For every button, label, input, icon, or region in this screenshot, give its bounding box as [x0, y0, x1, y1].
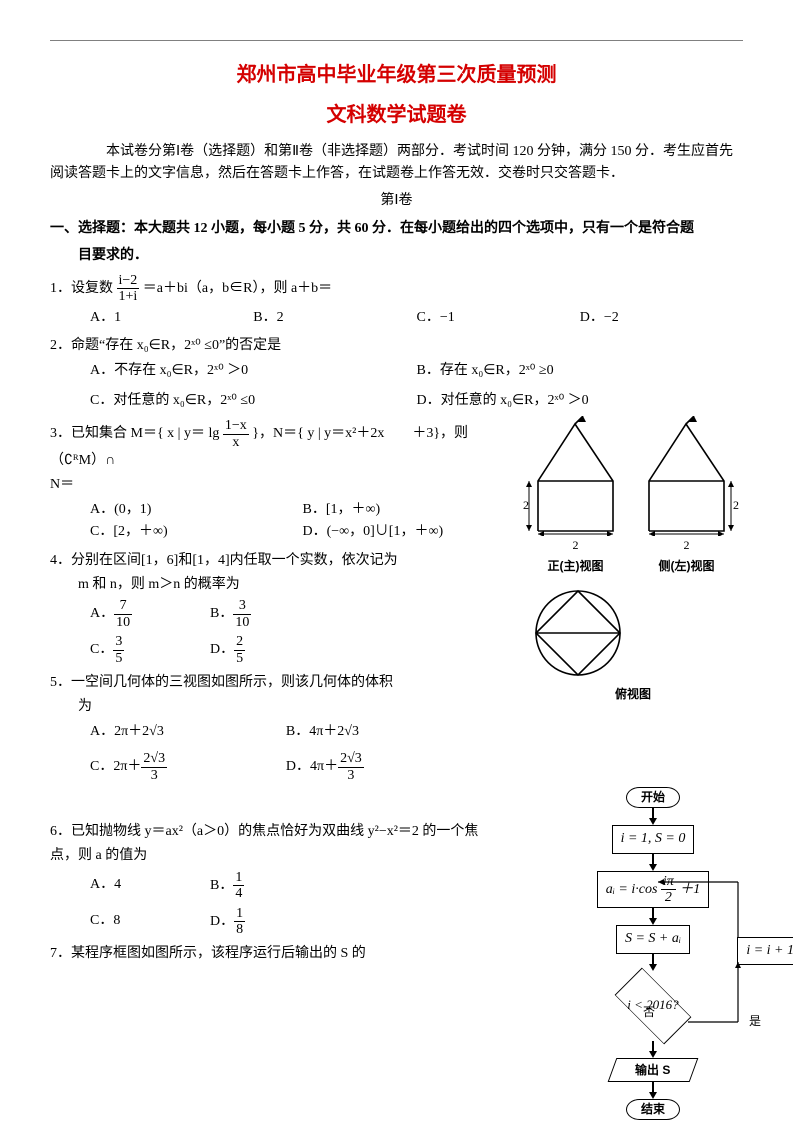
q3-opt-a: A．(0，1) [90, 499, 303, 521]
svg-text:2: 2 [523, 498, 529, 512]
q6-opt-c: C．8 [90, 910, 210, 932]
q5-opt-b: B．4π＋2√3 [286, 721, 482, 743]
q4-a-num: 7 [114, 598, 132, 614]
section-head-a: 一、选择题：本大题共 12 小题，每小题 5 分，共 60 分．在每小题给出的四… [50, 218, 743, 240]
q1-opt-b: B．2 [253, 307, 416, 329]
flowchart: 开始 i = 1, S = 0 aᵢ = i·cos iπ2 ＋1 S = S … [563, 787, 743, 1120]
flow-end: 结束 [626, 1099, 680, 1120]
page-title-2: 文科数学试题卷 [50, 99, 743, 131]
q5-opt-a: A．2π＋2√3 [90, 721, 286, 743]
q5-d-pre: D．4π＋ [286, 759, 338, 774]
flow-init: i = 1, S = 0 [612, 825, 695, 853]
q3-opts: A．(0，1) B．[1，＋∞) C．[2，＋∞) D．(−∞，0]∪[1，＋∞… [90, 499, 515, 544]
q4-d-num: 2 [234, 634, 245, 650]
flow-out-text: 输出 S [635, 1059, 670, 1081]
side-dim: 2 [634, 536, 739, 555]
q1-stem-a: 1．设复数 [50, 281, 117, 296]
q2-opt-b: B．存在 x₀∈R，2ˣ⁰ ≥0 [417, 360, 744, 382]
q2: 2．命题“存在 x₀∈R，2ˣ⁰ ≤0”的否定是 [50, 335, 743, 357]
q2-opt-c: C．对任意的 x₀∈R，2ˣ⁰ ≤0 [90, 390, 417, 412]
q3-opt-c: C．[2，＋∞) [90, 521, 303, 543]
q3-frac: 1−x x [223, 418, 249, 450]
part-label: 第Ⅰ卷 [50, 190, 743, 212]
q5-opt-d: D．4π＋2√33 [286, 751, 482, 783]
q4-b-num: 3 [233, 598, 251, 614]
q6-opt-a: A．4 [90, 874, 210, 896]
flow-out: 输出 S [608, 1058, 699, 1082]
q6-b-den: 4 [233, 886, 244, 901]
section-head-b: 目要求的． [50, 245, 743, 267]
q6-b-num: 1 [233, 870, 244, 886]
q4-opt-b: B．310 [210, 598, 330, 630]
flow-calc-b: ＋1 [679, 882, 700, 897]
q3-frac-num: 1−x [223, 418, 249, 434]
front-dim: 2 [523, 536, 628, 555]
flow-start: 开始 [626, 787, 680, 808]
q3-opt-d: D．(−∞，0]∪[1，＋∞) [303, 521, 516, 543]
q2-opt-d: D．对任意的 x₀∈R，2ˣ⁰ ＞0 [417, 390, 744, 412]
q1-opts: A．1 B．2 C．−1 D．−2 [90, 307, 743, 329]
q1-frac: i−2 1+i [117, 273, 140, 305]
q4-opt-d: D．25 [210, 634, 330, 666]
three-view-figure: 2 2 正(主)视图 2 2 [523, 416, 743, 704]
intro-text: 本试卷分第Ⅰ卷（选择题）和第Ⅱ卷（非选择题）两部分．考试时间 120 分钟，满分… [50, 141, 743, 186]
q2-opt-a: A．不存在 x₀∈R，2ˣ⁰ ＞0 [90, 360, 417, 382]
q5-c-den: 3 [141, 768, 167, 783]
flow-inc-wrap: i = i + 1 [737, 937, 793, 965]
flow-yes: 是 [749, 1012, 761, 1031]
side-label: 侧(左)视图 [634, 557, 739, 576]
q5-c-num: 2√3 [141, 751, 167, 767]
flow-calc: aᵢ = i·cos iπ2 ＋1 [597, 871, 710, 909]
q1-stem-b: ＝a＋bi（a，b∈R），则 a＋b＝ [143, 281, 332, 296]
q5-opt-c: C．2π＋2√33 [90, 751, 286, 783]
q6-d-num: 1 [234, 906, 245, 922]
q1-opt-d: D．−2 [580, 307, 743, 329]
q5-c-pre: C．2π＋ [90, 759, 141, 774]
flow-calc-a: aᵢ = i·cos [606, 882, 658, 897]
q1-opt-a: A．1 [90, 307, 253, 329]
top-label: 俯视图 [523, 685, 743, 704]
page-title-1: 郑州市高中毕业年级第三次质量预测 [50, 59, 743, 91]
q6-opt-d: D．18 [210, 906, 330, 938]
svg-text:2: 2 [733, 498, 739, 512]
q5-opts: A．2π＋2√3 B．4π＋2√3 C．2π＋2√33 D．4π＋2√33 [90, 721, 743, 783]
q6-d-den: 8 [234, 922, 245, 937]
q1-frac-num: i−2 [117, 273, 140, 289]
flow-inc: i = i + 1 [737, 937, 793, 965]
top-rule [50, 40, 743, 41]
q6-opt-b: B．14 [210, 870, 330, 902]
flow-calc-den: 2 [661, 890, 676, 905]
q4-b-den: 10 [233, 615, 251, 630]
q4-opt-c: C．35 [90, 634, 210, 666]
q4-d-den: 5 [234, 651, 245, 666]
q4-opt-a: A．710 [90, 598, 210, 630]
flow-calc-num: iπ [661, 874, 676, 890]
front-view: 2 2 正(主)视图 [523, 416, 628, 576]
q4-opts: A．710 B．310 C．35 D．25 [90, 598, 515, 666]
q4-a-den: 10 [114, 615, 132, 630]
q6-opts: A．4 B．14 C．8 D．18 [90, 870, 555, 938]
q4-c-den: 5 [113, 651, 124, 666]
q1-frac-den: 1+i [117, 289, 140, 304]
q3-opt-b: B．[1，＋∞) [303, 499, 516, 521]
flow-no: 否 [643, 1003, 655, 1022]
q1-opt-c: C．−1 [417, 307, 580, 329]
front-label: 正(主)视图 [523, 557, 628, 576]
side-view: 2 2 侧(左)视图 [634, 416, 739, 576]
top-view: 俯视图 [523, 583, 743, 704]
q4-c-num: 3 [113, 634, 124, 650]
q2-opts: A．不存在 x₀∈R，2ˣ⁰ ＞0 B．存在 x₀∈R，2ˣ⁰ ≥0 C．对任意… [90, 360, 743, 413]
q5-d-num: 2√3 [338, 751, 364, 767]
q3-frac-den: x [223, 435, 249, 450]
q5-d-den: 3 [338, 768, 364, 783]
q3-stem-a: 3．已知集合 M＝{ x | y＝ lg [50, 426, 223, 441]
flow-sum: S = S + aᵢ [616, 925, 690, 953]
q1: 1．设复数 i−2 1+i ＝a＋bi（a，b∈R），则 a＋b＝ [50, 273, 743, 305]
